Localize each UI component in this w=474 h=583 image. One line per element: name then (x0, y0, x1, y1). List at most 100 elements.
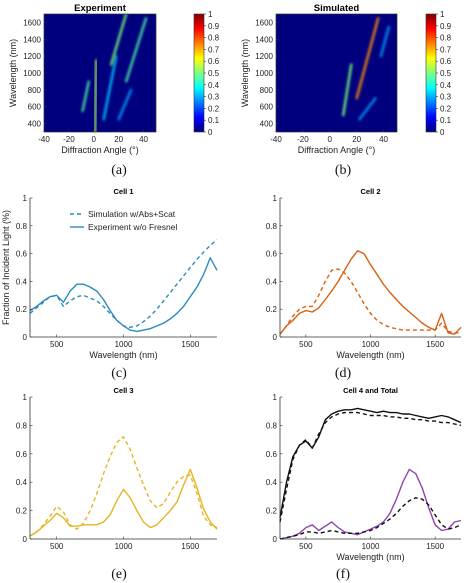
heatmap-streak (125, 17, 148, 83)
y-tick-label: 1400 (255, 35, 273, 44)
heatmap-streak (93, 59, 98, 134)
panel-label: (a) (111, 163, 127, 178)
y-tick-label: 1 (273, 393, 278, 402)
panel-b: 0 0.1 0.2 0.3 0.4 0.5 0.6 0.7 0.8 0.9 1 Simulated -4… (240, 3, 452, 178)
y-tick-label: 1200 (255, 52, 273, 61)
x-tick-label: 1000 (362, 542, 380, 551)
y-tick-label: 0.2 (16, 305, 28, 314)
y-tick-label: 800 (28, 86, 42, 95)
panel-label: (c) (111, 366, 127, 381)
heatmap-background (44, 14, 156, 132)
x-axis-label: Diffraction Angle (°) (298, 145, 375, 155)
y-tick-label: 0.6 (16, 250, 28, 259)
x-tick-label: 0 (92, 135, 97, 144)
colorbar-tick-label: 0.5 (208, 69, 220, 78)
colorbar-tick-label: 0.1 (208, 116, 220, 125)
y-tick-label: 1000 (23, 69, 41, 78)
panel-label: (e) (111, 567, 127, 582)
heatmap-streak (117, 88, 133, 121)
chart-title: Simulated (314, 3, 360, 14)
heatmap-streak (355, 17, 380, 100)
x-tick-label: -40 (270, 135, 282, 144)
x-tick-label: -20 (297, 135, 309, 144)
x-axis-label: Wavelength (nm) (336, 552, 404, 562)
y-tick-label: 1 (23, 393, 28, 402)
y-tick-label: 1 (273, 194, 278, 203)
colorbar-tick-label: 0.8 (208, 34, 220, 43)
panel-c: Cell 1 Simulation w/Abs+Scat Experiment w/… (1, 187, 218, 381)
y-tick-label: 0.4 (16, 277, 28, 286)
y-tick-label: 0.6 (266, 450, 278, 459)
y-tick-label: 600 (260, 103, 274, 112)
series-line (279, 268, 461, 335)
y-tick-label: 1000 (255, 69, 273, 78)
x-tick-label: 0 (328, 135, 333, 144)
colorbar-tick-label: 0.4 (208, 81, 220, 90)
y-tick-label: 800 (260, 86, 274, 95)
x-tick-label: 500 (299, 340, 313, 349)
colorbar-tick-label: 0.4 (440, 81, 452, 90)
heatmap-streak (110, 12, 128, 66)
y-axis-label: Fraction of Incident Light (%) (1, 210, 11, 325)
colorbar-tick-label: 0.2 (440, 104, 452, 113)
y-tick-label: 0 (273, 535, 278, 544)
panel-f: Cell 4 and Total 500 1000 1500 0 0.2 0.4 0.6 0.8… (266, 386, 462, 582)
colorbar-tick-label: 0.7 (440, 45, 452, 54)
plot-background (30, 198, 217, 337)
colorbar-tick-label: 0.6 (440, 57, 452, 66)
series-line (29, 468, 218, 537)
colorbar-tick-label: 0 (208, 128, 213, 137)
panel-label: (d) (335, 366, 352, 381)
heatmap-background (276, 14, 397, 132)
y-tick-label: 400 (28, 120, 42, 129)
plot-background (280, 397, 461, 539)
colorbar-tick-label: 0.9 (208, 22, 220, 31)
legend-entry: Experiment w/o Fresnel (88, 222, 177, 232)
y-tick-label: 0.2 (266, 305, 278, 314)
chart-title: Cell 4 and Total (343, 386, 398, 395)
y-tick-label: 0.4 (266, 478, 278, 487)
heatmap-streak (342, 63, 353, 117)
x-tick-label: -20 (63, 135, 75, 144)
y-tick-label: 1 (23, 194, 28, 203)
colorbar-tick-label: 0.3 (440, 93, 452, 102)
series-line (279, 407, 462, 518)
x-tick-label: 20 (114, 135, 123, 144)
plot-background (30, 397, 217, 539)
panel-d: Cell 2 500 1000 1500 0 0.2 0.4 0.6 0.8 1 Wavelengt… (266, 187, 462, 381)
y-tick-label: 0.2 (266, 507, 278, 516)
chart-title: Cell 2 (360, 187, 380, 196)
y-tick-label: 0.4 (266, 277, 278, 286)
colorbar-tick-label: 0.8 (440, 34, 452, 43)
colorbar-tick-label: 1 (440, 10, 445, 19)
heatmap-streak (358, 97, 377, 121)
series-line (279, 497, 462, 540)
legend-entry: Simulation w/Abs+Scat (88, 209, 176, 219)
colorbar-tick-label: 0.3 (208, 93, 220, 102)
colorbar-tick-label: 1 (208, 10, 213, 19)
colorbar-tick-label: 0.5 (440, 69, 452, 78)
y-tick-label: 1600 (23, 18, 41, 27)
x-tick-label: 1000 (115, 542, 133, 551)
y-tick-label: 0.8 (266, 222, 278, 231)
y-tick-label: 0.8 (16, 421, 28, 430)
colorbar-tick-label: 0.7 (208, 45, 220, 54)
y-tick-label: 0.8 (266, 421, 278, 430)
colorbar-tick-label: 0.9 (440, 22, 452, 31)
y-tick-label: 0 (23, 535, 28, 544)
panel-label: (f) (336, 567, 350, 582)
heatmap-streak (102, 55, 118, 121)
x-axis-label: Wavelength (nm) (89, 350, 157, 360)
y-tick-label: 0.2 (16, 507, 28, 516)
heatmap-streak (379, 25, 391, 58)
plot-background (280, 198, 461, 337)
x-tick-label: 40 (139, 135, 148, 144)
colorbar-tick-label: 0.2 (208, 104, 220, 113)
y-tick-label: 0.6 (16, 450, 28, 459)
x-tick-label: 500 (50, 542, 64, 551)
colorbar (193, 13, 205, 133)
panel-a: 0 0.1 0.2 0.3 0.4 0.5 0.6 0.7 0.8 0.9 1 Experiment -… (8, 3, 220, 178)
y-tick-label: 1400 (23, 35, 41, 44)
series-line (279, 411, 462, 523)
